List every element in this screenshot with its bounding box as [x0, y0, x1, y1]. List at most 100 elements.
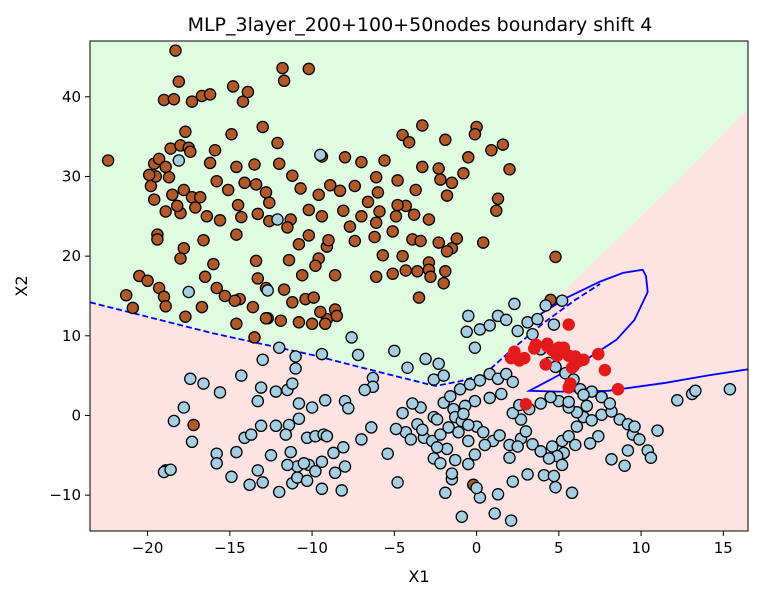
class-0-point: [338, 460, 352, 473]
class-1-point: [162, 170, 176, 184]
shifted-point: [611, 382, 625, 396]
x-tick-label: −20: [132, 539, 164, 557]
class-0-point: [314, 148, 327, 162]
class-1-point: [167, 92, 181, 106]
class-1-point: [323, 178, 337, 192]
shifted-point: [557, 341, 571, 354]
shifted-point: [562, 318, 575, 331]
class-1-point: [468, 127, 482, 141]
class-1-point: [409, 183, 422, 197]
class-0-point: [315, 347, 329, 361]
class-0-point: [327, 446, 340, 460]
class-1-point: [386, 267, 399, 280]
class-0-point: [462, 434, 475, 448]
class-1-point: [416, 160, 429, 174]
class-1-point: [337, 204, 350, 217]
x-axis-label: X1: [408, 567, 429, 586]
class-1-point: [166, 188, 179, 202]
class-1-point: [294, 182, 307, 195]
class-1-point: [282, 253, 296, 267]
class-0-point: [526, 437, 539, 451]
class-0-point: [401, 361, 414, 374]
class-0-point: [473, 374, 487, 387]
class-1-point: [230, 317, 243, 331]
class-0-point: [289, 362, 302, 375]
class-1-point: [307, 291, 320, 304]
class-0-point: [337, 441, 350, 454]
class-0-point: [618, 459, 631, 472]
class-1-point: [462, 151, 475, 164]
class-0-point: [225, 470, 238, 484]
class-1-point: [330, 309, 344, 323]
class-0-point: [404, 433, 418, 446]
class-0-point: [633, 433, 646, 446]
class-0-point: [355, 433, 368, 446]
class-0-point: [506, 375, 520, 389]
class-1-point: [276, 61, 289, 75]
shifted-point: [592, 347, 605, 361]
class-1-point: [439, 265, 452, 278]
class-1-point: [172, 75, 186, 88]
class-1-point: [203, 156, 217, 170]
class-0-point: [182, 285, 195, 299]
y-tick-label: −10: [49, 486, 81, 504]
class-1-point: [231, 198, 245, 212]
class-0-point: [455, 510, 469, 523]
class-0-point: [499, 367, 513, 381]
class-1-point: [207, 257, 220, 271]
class-0-point: [254, 381, 268, 394]
y-tick-label: 20: [62, 247, 81, 265]
class-1-point: [169, 44, 182, 57]
class-0-point: [335, 484, 348, 497]
chart-title: MLP_3layer_200+100+50nodes boundary shif…: [188, 14, 653, 36]
class-0-point: [549, 480, 562, 494]
class-1-point: [503, 163, 516, 176]
class-1-point: [424, 270, 437, 284]
class-0-point: [585, 414, 598, 427]
class-1-point: [440, 189, 454, 202]
class-1-point: [218, 289, 232, 303]
class-0-point: [406, 397, 419, 410]
class-0-point: [164, 463, 177, 476]
class-1-point: [251, 207, 265, 221]
class-1-point: [318, 317, 332, 331]
class-1-point: [159, 205, 172, 218]
class-1-point: [549, 250, 562, 264]
class-0-point: [508, 297, 521, 311]
class-0-point: [269, 385, 283, 398]
class-1-point: [322, 233, 335, 247]
class-1-point: [378, 154, 391, 167]
class-1-point: [368, 230, 381, 244]
plot-frame: [89, 40, 749, 532]
y-tick-label: 0: [71, 406, 81, 424]
class-0-point: [580, 399, 594, 413]
class-1-point: [159, 160, 172, 174]
class-0-point: [351, 348, 365, 362]
class-1-point: [170, 199, 184, 213]
y-tick-label: 30: [62, 167, 81, 185]
class-0-point: [542, 452, 556, 465]
class-0-point: [544, 390, 557, 404]
shifted-point: [504, 351, 518, 365]
class-0-point: [244, 428, 258, 441]
class-1-point: [437, 276, 450, 290]
class-0-point: [671, 394, 684, 407]
shifted-point: [598, 363, 612, 377]
class-0-point: [583, 437, 597, 450]
class-0-point: [488, 507, 501, 520]
shifted-point: [527, 342, 541, 355]
class-0-point: [289, 350, 302, 363]
class-0-point: [565, 486, 579, 500]
class-0-point: [483, 391, 496, 405]
class-1-point: [248, 331, 261, 344]
class-1-point: [450, 232, 464, 245]
class-0-point: [651, 424, 664, 437]
class-1-point: [174, 252, 187, 265]
class-0-point: [503, 451, 516, 464]
class-0-point: [272, 485, 286, 499]
class-0-point: [318, 394, 332, 407]
class-1-point: [230, 228, 243, 241]
class-0-point: [499, 313, 513, 327]
class-1-point: [422, 213, 436, 226]
class-1-point: [119, 288, 133, 302]
